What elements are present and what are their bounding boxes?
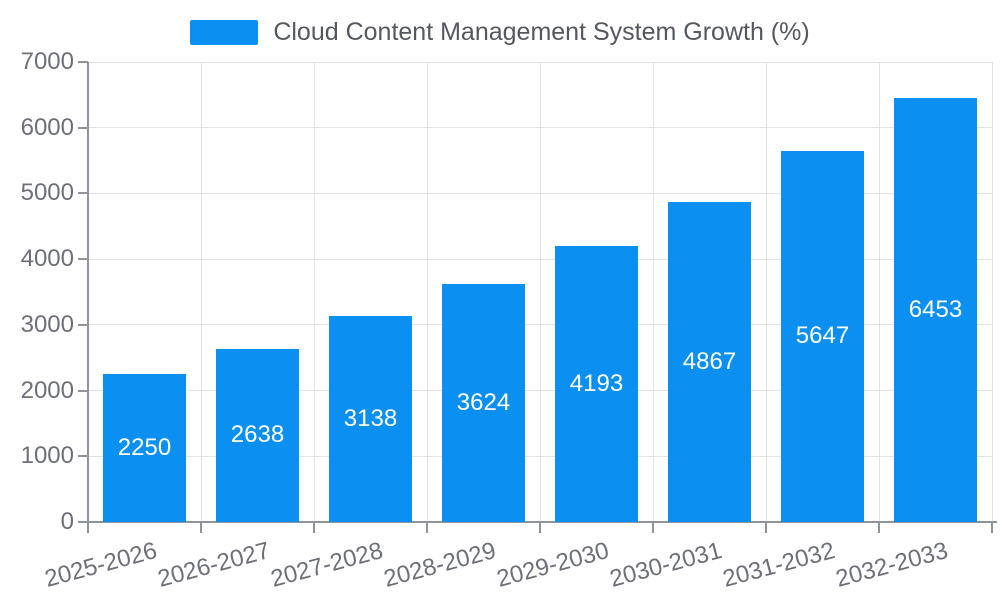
y-axis-tick-label: 7000 <box>20 48 74 75</box>
bar[interactable]: 2638 <box>216 348 299 522</box>
bar[interactable]: 3624 <box>442 283 525 522</box>
bar-value-label: 2638 <box>230 421 285 449</box>
x-axis-tick <box>991 523 993 533</box>
y-axis-tick <box>78 258 88 261</box>
bar-value-label: 5647 <box>795 322 850 350</box>
x-gridline <box>539 62 541 522</box>
x-axis-category-label: 2027-2028 <box>267 537 386 593</box>
bar[interactable]: 4193 <box>555 246 638 522</box>
x-axis-tick <box>539 523 541 533</box>
bar-value-label: 3624 <box>456 388 511 416</box>
y-axis-tick <box>78 126 88 129</box>
y-axis-tick-label: 1000 <box>20 442 74 470</box>
x-gridline <box>765 62 767 522</box>
bar[interactable]: 5647 <box>781 150 864 522</box>
x-axis-line <box>88 521 997 523</box>
x-gridline <box>426 62 428 522</box>
bar-value-label: 4867 <box>682 348 737 376</box>
bar-value-label: 6453 <box>908 295 963 323</box>
bar[interactable]: 4867 <box>668 202 751 522</box>
legend-swatch-icon <box>190 19 259 45</box>
x-axis-category-label: 2025-2026 <box>41 537 160 593</box>
x-axis-category-label: 2031-2032 <box>719 537 838 593</box>
y-axis-tick <box>78 389 88 392</box>
y-axis-tick <box>78 521 88 523</box>
x-axis-category-label: 2026-2027 <box>154 537 273 593</box>
bar[interactable]: 3138 <box>329 315 412 522</box>
x-axis-tick <box>765 523 767 533</box>
legend-label: Cloud Content Management System Growth (… <box>273 17 810 46</box>
bar[interactable]: 6453 <box>894 97 977 522</box>
y-axis-tick-label: 0 <box>60 508 74 535</box>
x-axis-category-label: 2028-2029 <box>380 537 499 593</box>
y-axis-line <box>87 62 89 530</box>
x-axis-category-label: 2030-2031 <box>606 537 725 593</box>
y-axis-tick-label: 2000 <box>20 376 74 404</box>
x-axis-tick <box>200 523 202 533</box>
x-gridline <box>991 62 993 522</box>
bar-value-label: 3138 <box>343 404 398 432</box>
x-gridline <box>652 62 654 522</box>
y-axis-tick-label: 4000 <box>20 245 74 273</box>
x-axis-tick <box>426 523 428 533</box>
x-axis-tick <box>652 523 654 533</box>
y-axis-tick <box>78 323 88 326</box>
bar-value-label: 4193 <box>569 370 624 398</box>
bar[interactable]: 2250 <box>103 374 186 522</box>
x-axis-tick <box>313 523 315 533</box>
x-axis-category-label: 2032-2033 <box>832 537 951 593</box>
x-gridline <box>200 62 202 522</box>
y-axis-tick-label: 6000 <box>20 113 74 141</box>
x-axis-tick <box>878 523 880 533</box>
y-axis-tick <box>78 192 88 195</box>
chart-legend[interactable]: Cloud Content Management System Growth (… <box>0 16 1000 48</box>
bar-value-label: 2250 <box>117 434 172 462</box>
y-axis-tick <box>78 61 88 63</box>
x-gridline <box>313 62 315 522</box>
y-axis-tick-label: 3000 <box>20 310 74 338</box>
x-axis-category-label: 2029-2030 <box>493 537 612 593</box>
y-axis-tick-label: 5000 <box>20 179 74 207</box>
y-axis-tick <box>78 455 88 458</box>
x-gridline <box>878 62 880 522</box>
